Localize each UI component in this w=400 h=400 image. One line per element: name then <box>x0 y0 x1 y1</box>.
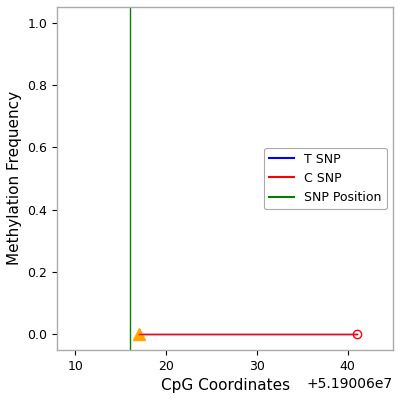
Legend: T SNP, C SNP, SNP Position: T SNP, C SNP, SNP Position <box>264 148 387 209</box>
X-axis label: CpG Coordinates: CpG Coordinates <box>160 378 290 393</box>
Y-axis label: Methylation Frequency: Methylation Frequency <box>7 91 22 266</box>
